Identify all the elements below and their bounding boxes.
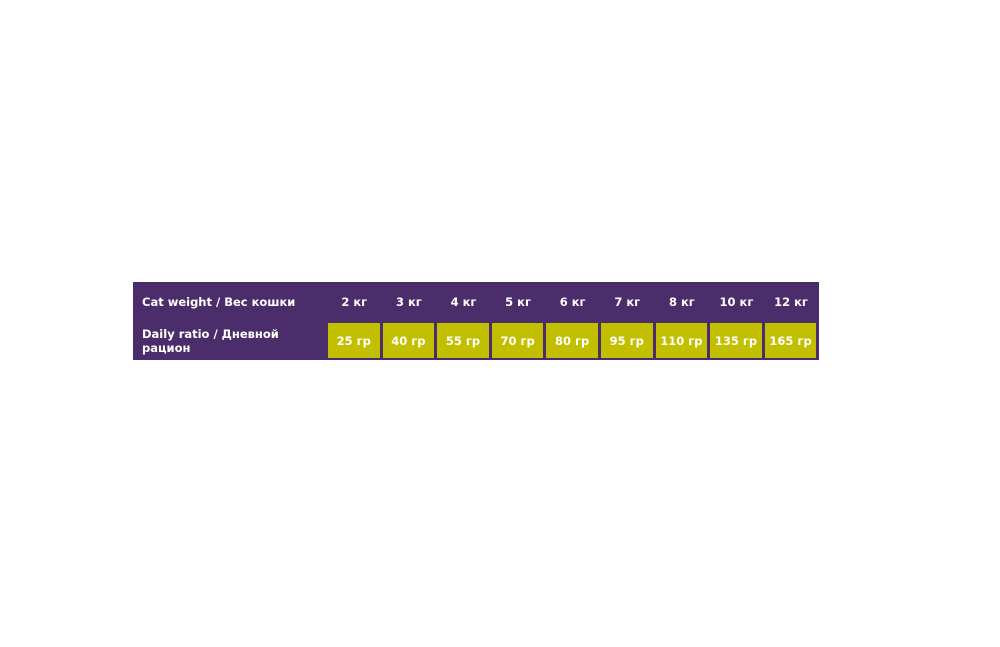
weight-cell: 8 кг	[668, 294, 695, 309]
weight-cell: 2 кг	[341, 294, 368, 309]
weight-cell: 10 кг	[719, 294, 754, 309]
ratio-cell: 110 гр	[654, 322, 710, 359]
weight-row: Cat weight / Вес кошки 2 кг 3 кг 4 кг 5 …	[133, 282, 818, 321]
ratio-cell: 95 гр	[599, 322, 655, 359]
ratio-cell: 80 гр	[545, 322, 600, 359]
ratio-row-label: Daily ratio / Дневной рацион	[142, 326, 279, 355]
weight-cell: 12 кг	[774, 294, 808, 309]
ratio-cell: 70 гр	[490, 322, 546, 359]
weight-cell: 5 кг	[505, 294, 531, 309]
feeding-table: Cat weight / Вес кошки 2 кг 3 кг 4 кг 5 …	[133, 282, 819, 360]
ratio-cell: 25 гр	[327, 322, 382, 359]
weight-cell: 3 кг	[395, 294, 422, 309]
ratio-cell: 165 гр	[763, 322, 819, 359]
weight-cell: 6 кг	[559, 294, 586, 309]
weight-cell: 7 кг	[614, 294, 641, 309]
ratio-cell: 55 гр	[436, 322, 491, 359]
weight-row-label: Cat weight / Вес кошки	[142, 294, 296, 309]
ratio-cell: 135 гр	[709, 322, 764, 359]
weight-cell: 4 кг	[450, 294, 477, 309]
ratio-cell: 40 гр	[381, 322, 437, 359]
ratio-row: Daily ratio / Дневной рацион 25 гр 40 гр…	[133, 321, 819, 360]
